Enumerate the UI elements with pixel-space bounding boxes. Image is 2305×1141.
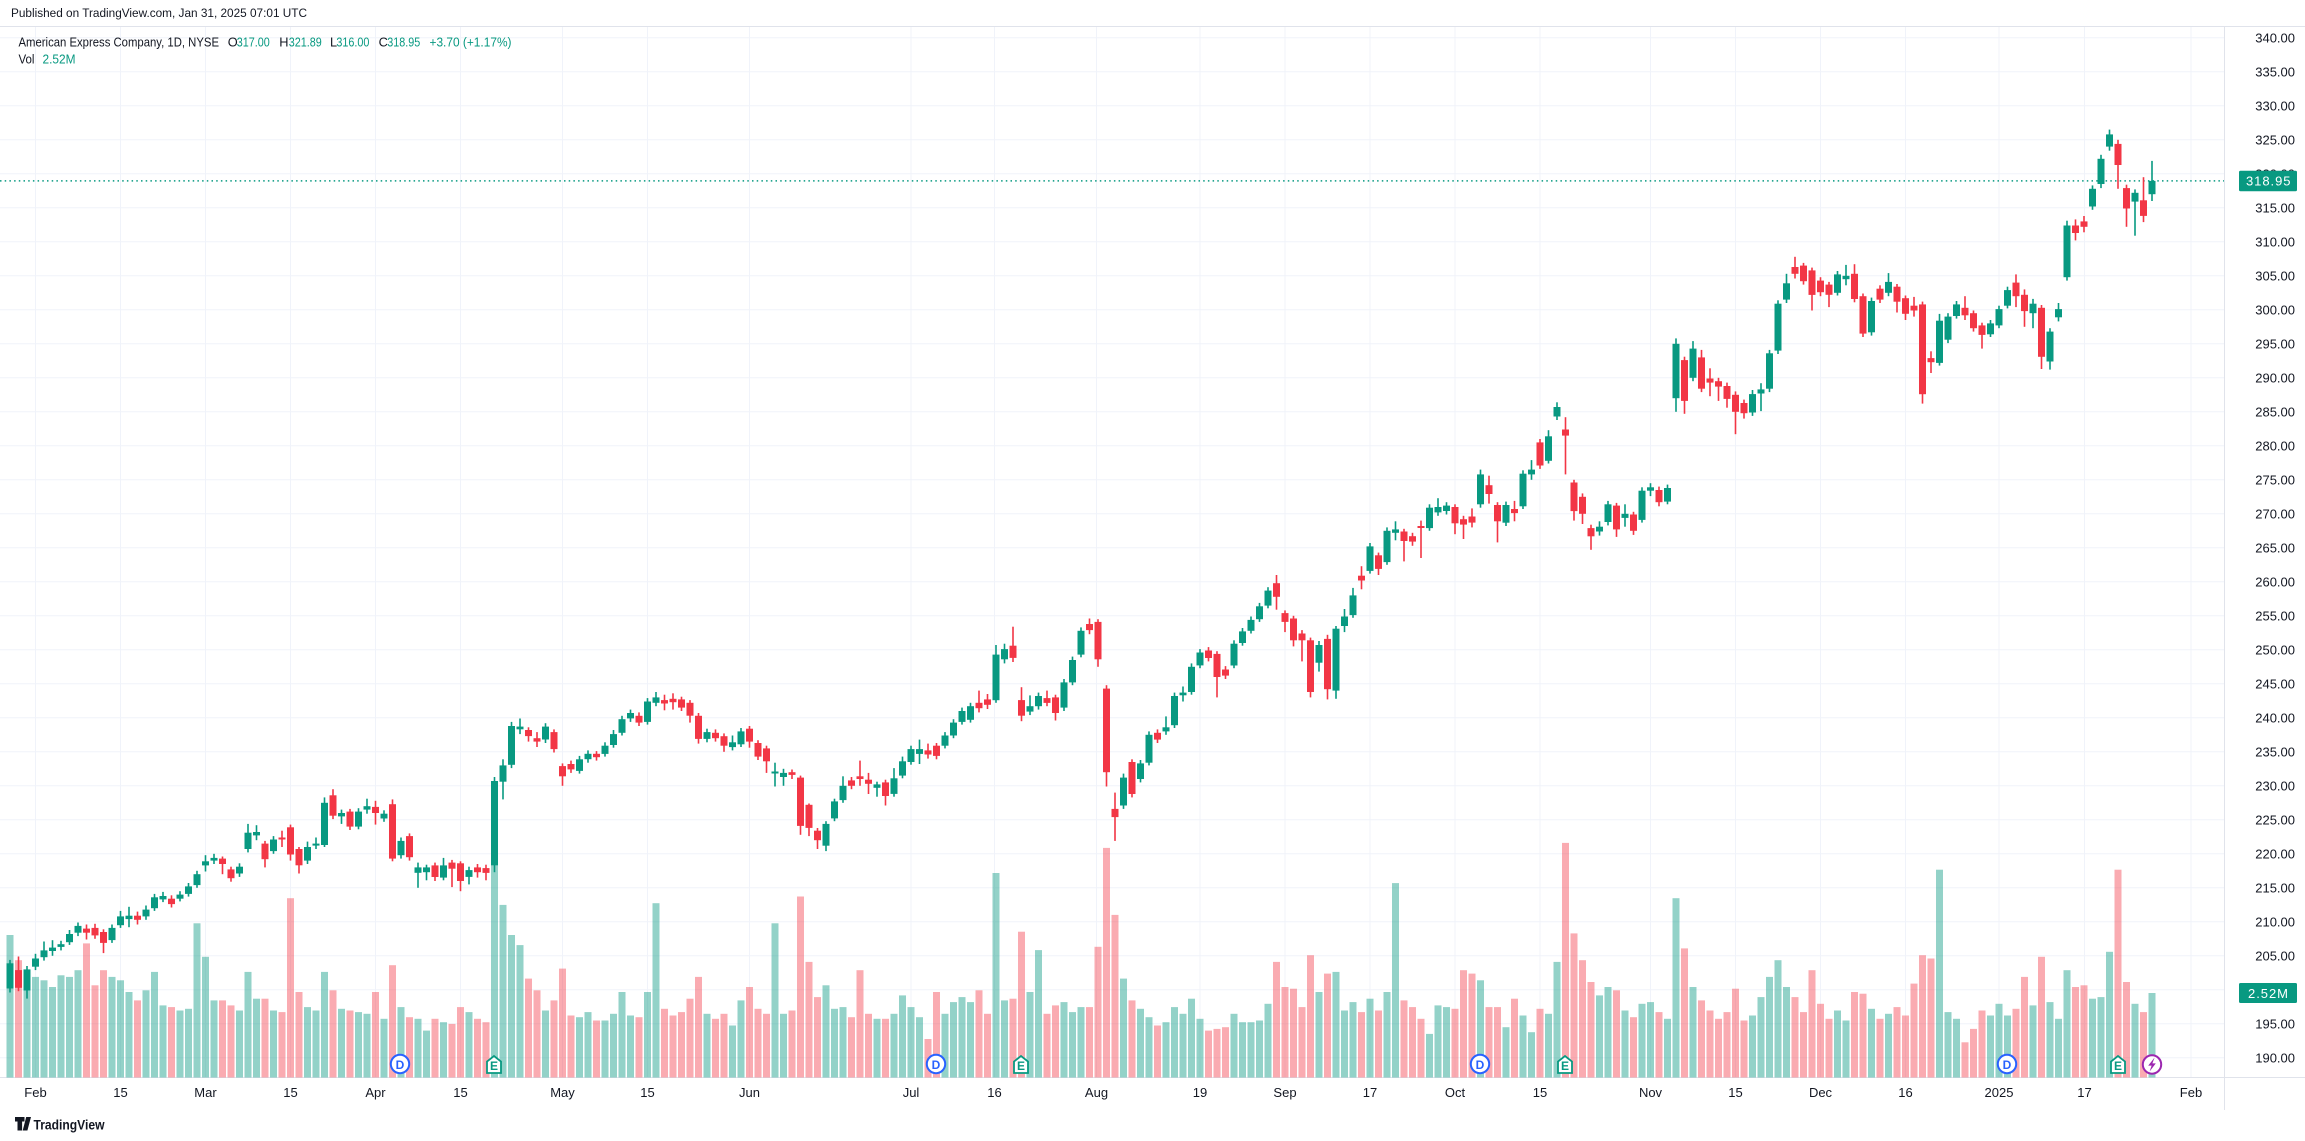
svg-text:335.00: 335.00 bbox=[2255, 64, 2295, 79]
svg-text:D: D bbox=[1476, 1058, 1485, 1072]
svg-text:Jul: Jul bbox=[903, 1085, 920, 1100]
svg-text:E: E bbox=[490, 1059, 498, 1073]
svg-text:15: 15 bbox=[1533, 1085, 1547, 1100]
svg-text:245.00: 245.00 bbox=[2255, 676, 2295, 691]
svg-text:Aug: Aug bbox=[1085, 1085, 1108, 1100]
svg-text:210.00: 210.00 bbox=[2255, 914, 2295, 929]
svg-text:16: 16 bbox=[987, 1085, 1001, 1100]
svg-text:310.00: 310.00 bbox=[2255, 234, 2295, 249]
svg-text:225.00: 225.00 bbox=[2255, 812, 2295, 827]
svg-text:321.89: 321.89 bbox=[289, 34, 322, 49]
svg-text:330.00: 330.00 bbox=[2255, 98, 2295, 113]
svg-text:E: E bbox=[1561, 1059, 1569, 1073]
svg-text:230.00: 230.00 bbox=[2255, 778, 2295, 793]
svg-text:E: E bbox=[2114, 1059, 2122, 1073]
svg-text:2.52M: 2.52M bbox=[43, 51, 76, 66]
svg-text:265.00: 265.00 bbox=[2255, 540, 2295, 555]
svg-text:317.00: 317.00 bbox=[237, 34, 270, 49]
svg-text:Oct: Oct bbox=[1445, 1085, 1466, 1100]
svg-text:15: 15 bbox=[1728, 1085, 1742, 1100]
svg-text:E: E bbox=[1017, 1059, 1025, 1073]
svg-text:270.00: 270.00 bbox=[2255, 506, 2295, 521]
svg-text:Nov: Nov bbox=[1639, 1085, 1663, 1100]
svg-text:+3.70 (+1.17%): +3.70 (+1.17%) bbox=[430, 34, 512, 49]
svg-text:215.00: 215.00 bbox=[2255, 880, 2295, 895]
svg-text:D: D bbox=[396, 1058, 405, 1072]
svg-text:American Express Company, 1D,: American Express Company, 1D, NYSE bbox=[19, 34, 220, 49]
svg-text:240.00: 240.00 bbox=[2255, 710, 2295, 725]
svg-text:300.00: 300.00 bbox=[2255, 302, 2295, 317]
svg-text:Vol: Vol bbox=[19, 51, 35, 66]
svg-text:220.00: 220.00 bbox=[2255, 846, 2295, 861]
svg-text:315.00: 315.00 bbox=[2255, 200, 2295, 215]
svg-text:280.00: 280.00 bbox=[2255, 438, 2295, 453]
svg-text:195.00: 195.00 bbox=[2255, 1016, 2295, 1031]
svg-text:15: 15 bbox=[453, 1085, 467, 1100]
svg-text:260.00: 260.00 bbox=[2255, 574, 2295, 589]
svg-text:190.00: 190.00 bbox=[2255, 1050, 2295, 1065]
svg-text:15: 15 bbox=[113, 1085, 127, 1100]
svg-text:2.52M: 2.52M bbox=[2248, 986, 2288, 1001]
svg-text:17: 17 bbox=[1363, 1085, 1377, 1100]
svg-text:May: May bbox=[550, 1085, 575, 1100]
svg-text:D: D bbox=[932, 1058, 941, 1072]
svg-text:Feb: Feb bbox=[2180, 1085, 2202, 1100]
svg-text:Apr: Apr bbox=[365, 1085, 386, 1100]
svg-text:Jun: Jun bbox=[739, 1085, 760, 1100]
svg-text:Sep: Sep bbox=[1273, 1085, 1296, 1100]
svg-text:O: O bbox=[228, 34, 238, 49]
svg-text:316.00: 316.00 bbox=[336, 34, 369, 49]
svg-text:205.00: 205.00 bbox=[2255, 948, 2295, 963]
svg-text:250.00: 250.00 bbox=[2255, 642, 2295, 657]
svg-text:17: 17 bbox=[2077, 1085, 2091, 1100]
svg-text:295.00: 295.00 bbox=[2255, 336, 2295, 351]
svg-text:L: L bbox=[330, 34, 337, 49]
svg-text:H: H bbox=[279, 34, 288, 49]
svg-text:255.00: 255.00 bbox=[2255, 608, 2295, 623]
svg-text:235.00: 235.00 bbox=[2255, 744, 2295, 759]
svg-text:Published on TradingView.com,: Published on TradingView.com, Jan 31, 20… bbox=[11, 6, 307, 20]
svg-text:15: 15 bbox=[640, 1085, 654, 1100]
svg-text:15: 15 bbox=[283, 1085, 297, 1100]
svg-text:Mar: Mar bbox=[194, 1085, 217, 1100]
svg-text:D: D bbox=[2003, 1058, 2012, 1072]
svg-text:Dec: Dec bbox=[1809, 1085, 1833, 1100]
svg-text:290.00: 290.00 bbox=[2255, 370, 2295, 385]
svg-text:C: C bbox=[379, 34, 388, 49]
svg-text:16: 16 bbox=[1898, 1085, 1912, 1100]
svg-text:2025: 2025 bbox=[1985, 1085, 2014, 1100]
svg-text:275.00: 275.00 bbox=[2255, 472, 2295, 487]
svg-text:318.95: 318.95 bbox=[2246, 174, 2291, 189]
svg-text:318.95: 318.95 bbox=[387, 34, 420, 49]
svg-text:Feb: Feb bbox=[24, 1085, 46, 1100]
svg-text:340.00: 340.00 bbox=[2255, 30, 2295, 45]
svg-text:285.00: 285.00 bbox=[2255, 404, 2295, 419]
svg-text:305.00: 305.00 bbox=[2255, 268, 2295, 283]
svg-text:TradingView: TradingView bbox=[34, 1117, 106, 1132]
svg-text:325.00: 325.00 bbox=[2255, 132, 2295, 147]
svg-text:19: 19 bbox=[1193, 1085, 1207, 1100]
